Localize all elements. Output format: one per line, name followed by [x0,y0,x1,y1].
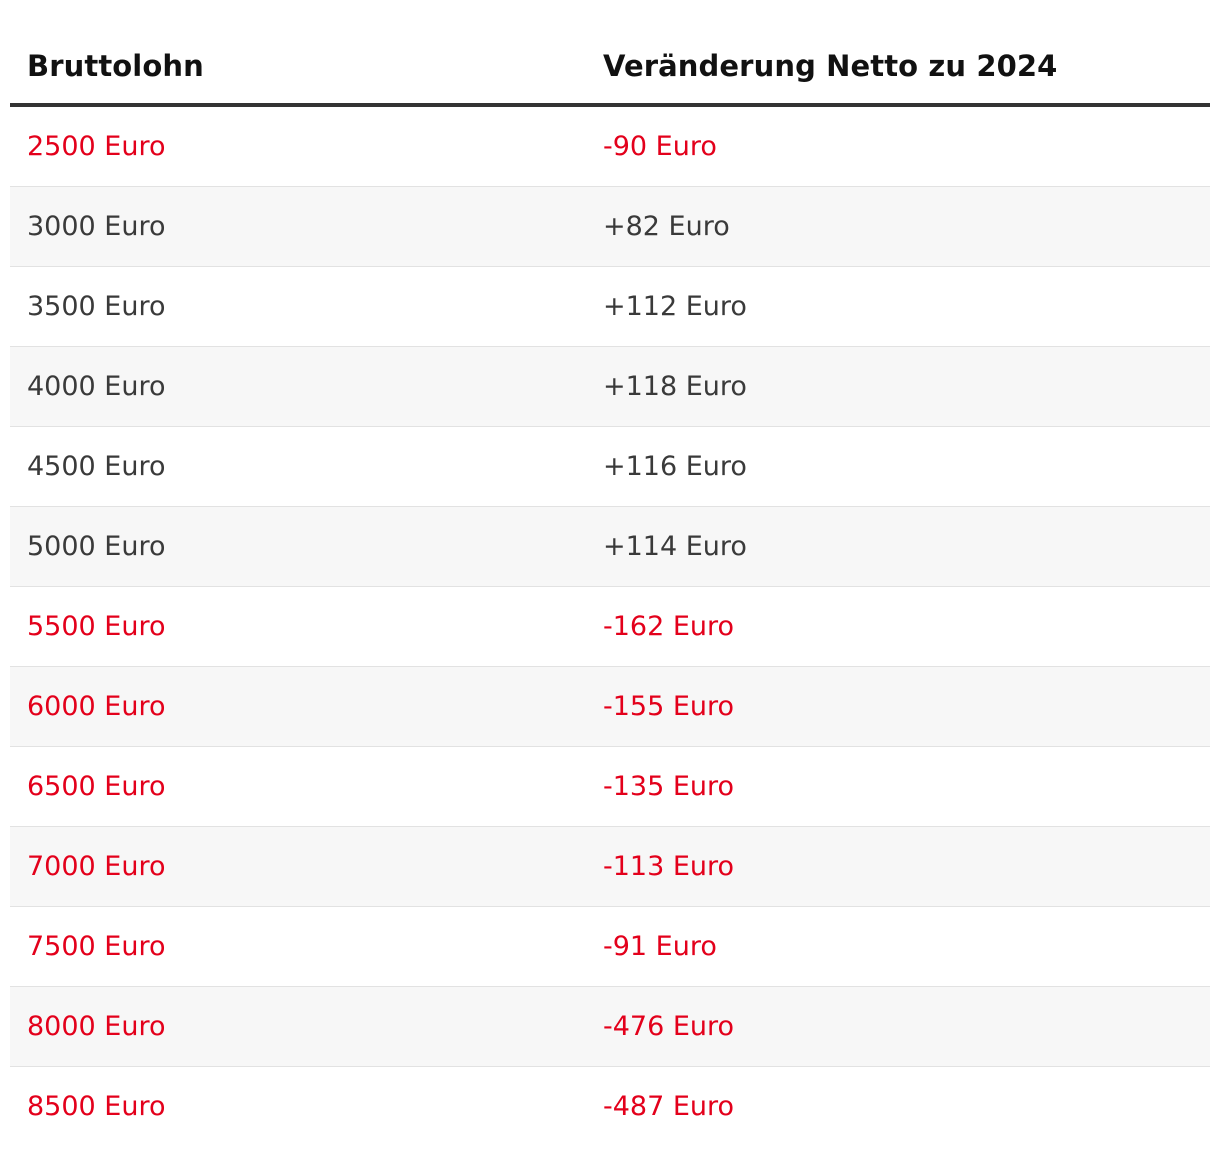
cell-bruttolohn: 5500 Euro [27,611,166,642]
cell-bruttolohn: 3000 Euro [27,211,166,242]
cell-netto-change: +116 Euro [603,451,747,482]
cell-bruttolohn: 7000 Euro [27,851,166,882]
table-row: 7500 Euro -91 Euro [10,907,1210,987]
table-row: 5000 Euro +114 Euro [10,507,1210,587]
cell-bruttolohn: 7500 Euro [27,931,166,962]
cell-netto-change: +114 Euro [603,531,747,562]
cell-netto-change: -162 Euro [603,611,735,642]
header-bruttolohn: Bruttolohn [27,48,204,83]
salary-change-table: Bruttolohn Veränderung Netto zu 2024 250… [10,28,1210,1146]
cell-bruttolohn: 2500 Euro [27,131,166,162]
cell-netto-change: +118 Euro [603,371,747,402]
cell-netto-change: -90 Euro [603,131,717,162]
table-row: 8000 Euro -476 Euro [10,987,1210,1067]
table-row: 4500 Euro +116 Euro [10,427,1210,507]
cell-netto-change: -91 Euro [603,931,717,962]
table-body: 2500 Euro -90 Euro 3000 Euro +82 Euro 3500 E… [10,107,1210,1146]
cell-bruttolohn: 5000 Euro [27,531,166,562]
cell-netto-change: -487 Euro [603,1091,735,1122]
cell-bruttolohn: 8000 Euro [27,1011,166,1042]
cell-netto-change: +82 Euro [603,211,730,242]
cell-bruttolohn: 3500 Euro [27,291,166,322]
table-header: Bruttolohn Veränderung Netto zu 2024 [10,28,1210,107]
cell-netto-change: -135 Euro [603,771,735,802]
table-row: 3000 Euro +82 Euro [10,187,1210,267]
table-row: 5500 Euro -162 Euro [10,587,1210,667]
cell-bruttolohn: 6000 Euro [27,691,166,722]
table-row: 6500 Euro -135 Euro [10,747,1210,827]
table-row: 2500 Euro -90 Euro [10,107,1210,187]
cell-bruttolohn: 6500 Euro [27,771,166,802]
cell-bruttolohn: 4000 Euro [27,371,166,402]
table-row: 4000 Euro +118 Euro [10,347,1210,427]
cell-netto-change: +112 Euro [603,291,747,322]
cell-netto-change: -113 Euro [603,851,735,882]
table-row: 7000 Euro -113 Euro [10,827,1210,907]
cell-netto-change: -476 Euro [603,1011,735,1042]
table-row: 8500 Euro -487 Euro [10,1067,1210,1146]
header-netto-change: Veränderung Netto zu 2024 [603,48,1058,83]
table-row: 3500 Euro +112 Euro [10,267,1210,347]
cell-bruttolohn: 8500 Euro [27,1091,166,1122]
table-row: 6000 Euro -155 Euro [10,667,1210,747]
cell-bruttolohn: 4500 Euro [27,451,166,482]
cell-netto-change: -155 Euro [603,691,735,722]
